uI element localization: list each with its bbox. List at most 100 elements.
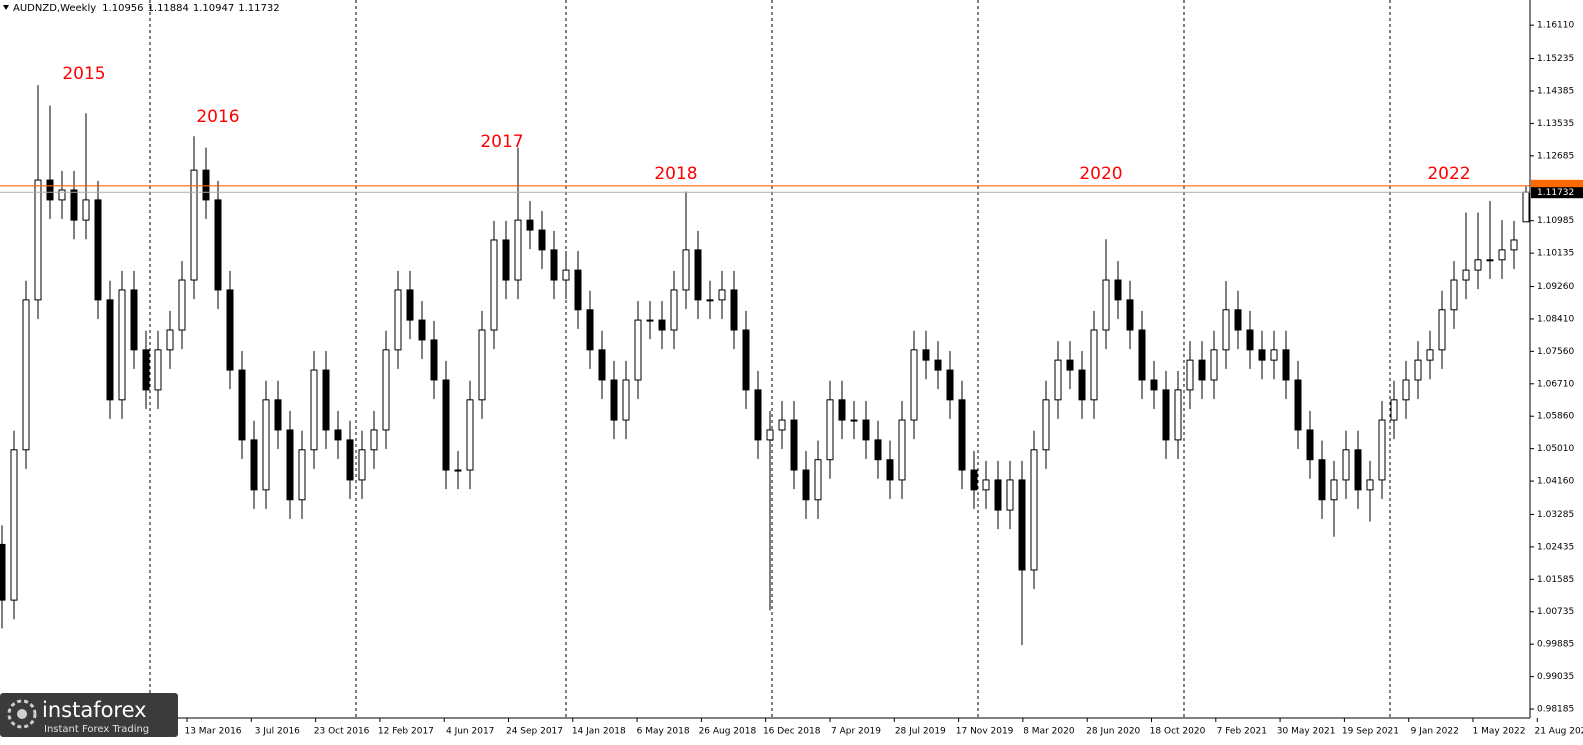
- candle-body: [418, 319, 426, 341]
- x-tick-label: 7 Feb 2021: [1217, 727, 1267, 737]
- candle-body: [874, 439, 882, 461]
- candle-body: [274, 399, 282, 431]
- candle-body: [1066, 359, 1074, 371]
- y-tick-label: 1.13535: [1537, 119, 1574, 129]
- candle-body: [1222, 309, 1230, 351]
- x-tick-label: 21 Aug 2022: [1534, 727, 1583, 737]
- candle-body: [1390, 399, 1398, 421]
- candle-body: [1522, 191, 1530, 223]
- candle-body: [1306, 429, 1314, 461]
- candle-body: [1282, 349, 1290, 381]
- candle-body: [550, 249, 558, 281]
- candle-body: [946, 369, 954, 401]
- candle-body: [250, 439, 258, 491]
- y-tick-label: 1.04160: [1537, 477, 1574, 487]
- menu-triangle[interactable]: [3, 5, 9, 10]
- symbol: AUDNZD,Weekly: [13, 3, 96, 14]
- candle-body: [310, 369, 318, 451]
- candle-body: [262, 399, 270, 491]
- y-tick-label: 1.12685: [1537, 151, 1574, 161]
- y-tick-label: 1.05010: [1537, 444, 1574, 454]
- candle-body: [562, 269, 570, 281]
- candle-body: [1342, 449, 1350, 481]
- candle-body: [214, 199, 222, 291]
- candle-body: [1198, 359, 1206, 381]
- header-close: 1.11732: [238, 3, 279, 14]
- y-tick-label: 0.98185: [1537, 705, 1574, 715]
- candle-body: [190, 169, 198, 281]
- x-tick-label: 16 Dec 2018: [763, 727, 821, 737]
- x-tick-label: 28 Jul 2019: [895, 727, 946, 737]
- candle-body: [1126, 299, 1134, 331]
- candle-body: [1246, 329, 1254, 351]
- candle-body: [106, 299, 114, 401]
- candle-body: [514, 219, 522, 281]
- y-tick-label: 1.07560: [1537, 347, 1574, 357]
- y-tick-label: 1.16110: [1537, 21, 1574, 31]
- candle-body: [94, 199, 102, 301]
- candle-body: [34, 179, 42, 301]
- y-tick-label: 1.10985: [1537, 216, 1574, 226]
- year-annotation: 2017: [480, 132, 523, 152]
- candle-body: [502, 239, 510, 281]
- logo-tagline: Instant Forex Trading: [44, 724, 149, 735]
- candle-body: [286, 429, 294, 501]
- candle-body: [766, 429, 774, 441]
- candle-body: [790, 419, 798, 471]
- candle-body: [1186, 359, 1194, 391]
- y-tick-label: 1.03285: [1537, 510, 1574, 520]
- header-high: 1.11884: [148, 3, 189, 14]
- candle-body: [1366, 479, 1374, 491]
- candle-body: [10, 449, 18, 601]
- candle-body: [994, 479, 1002, 511]
- candle-body: [1354, 449, 1362, 491]
- candle-body: [202, 169, 210, 201]
- header-low: 1.10947: [193, 3, 234, 14]
- x-tick-label: 8 Mar 2020: [1023, 727, 1075, 737]
- level-tag: [1531, 179, 1583, 191]
- candle-body: [898, 419, 906, 481]
- candle-body: [1510, 239, 1518, 251]
- candle-body: [1174, 389, 1182, 441]
- candle-body: [538, 229, 546, 251]
- candle-body: [1450, 279, 1458, 311]
- y-tick-label: 1.01585: [1537, 575, 1574, 585]
- candle-body: [1426, 349, 1434, 361]
- y-tick-label: 1.06710: [1537, 379, 1574, 389]
- x-tick-label: 14 Jan 2018: [572, 727, 626, 737]
- x-tick-label: 1 May 2022: [1473, 727, 1526, 737]
- candle-body: [526, 219, 534, 231]
- candle-body: [334, 429, 342, 441]
- candle-body: [82, 199, 90, 221]
- candle-body: [1114, 279, 1122, 301]
- candle-body: [1474, 259, 1482, 271]
- year-annotation: 2022: [1427, 164, 1470, 184]
- year-annotation: 2018: [654, 164, 697, 184]
- candle-body: [1090, 329, 1098, 401]
- candle-body: [1438, 309, 1446, 351]
- candle-body: [1402, 379, 1410, 401]
- candle-body: [922, 349, 930, 361]
- candle-body: [490, 239, 498, 331]
- y-tick-label: 0.99035: [1537, 672, 1574, 682]
- candle-body: [1078, 369, 1086, 401]
- candle-body: [178, 279, 186, 331]
- candle-body: [622, 379, 630, 421]
- candle-body: [466, 399, 474, 471]
- price-tag-label: 1.11732: [1537, 188, 1574, 198]
- candle-body: [0, 543, 6, 601]
- candle-body: [1054, 359, 1062, 401]
- x-tick-label: 4 Jun 2017: [446, 727, 494, 737]
- logo-icon-center: [17, 709, 27, 719]
- candle-body: [166, 329, 174, 351]
- candle-body: [850, 419, 858, 422]
- candle-body: [1486, 259, 1494, 262]
- x-tick-label: 26 Aug 2018: [699, 727, 757, 737]
- y-tick-label: 1.10135: [1537, 249, 1574, 259]
- candle-body: [1318, 459, 1326, 501]
- x-tick-label: 12 Feb 2017: [378, 727, 434, 737]
- x-tick-label: 7 Apr 2019: [831, 727, 881, 737]
- candle-body: [1210, 349, 1218, 381]
- candle-body: [406, 289, 414, 321]
